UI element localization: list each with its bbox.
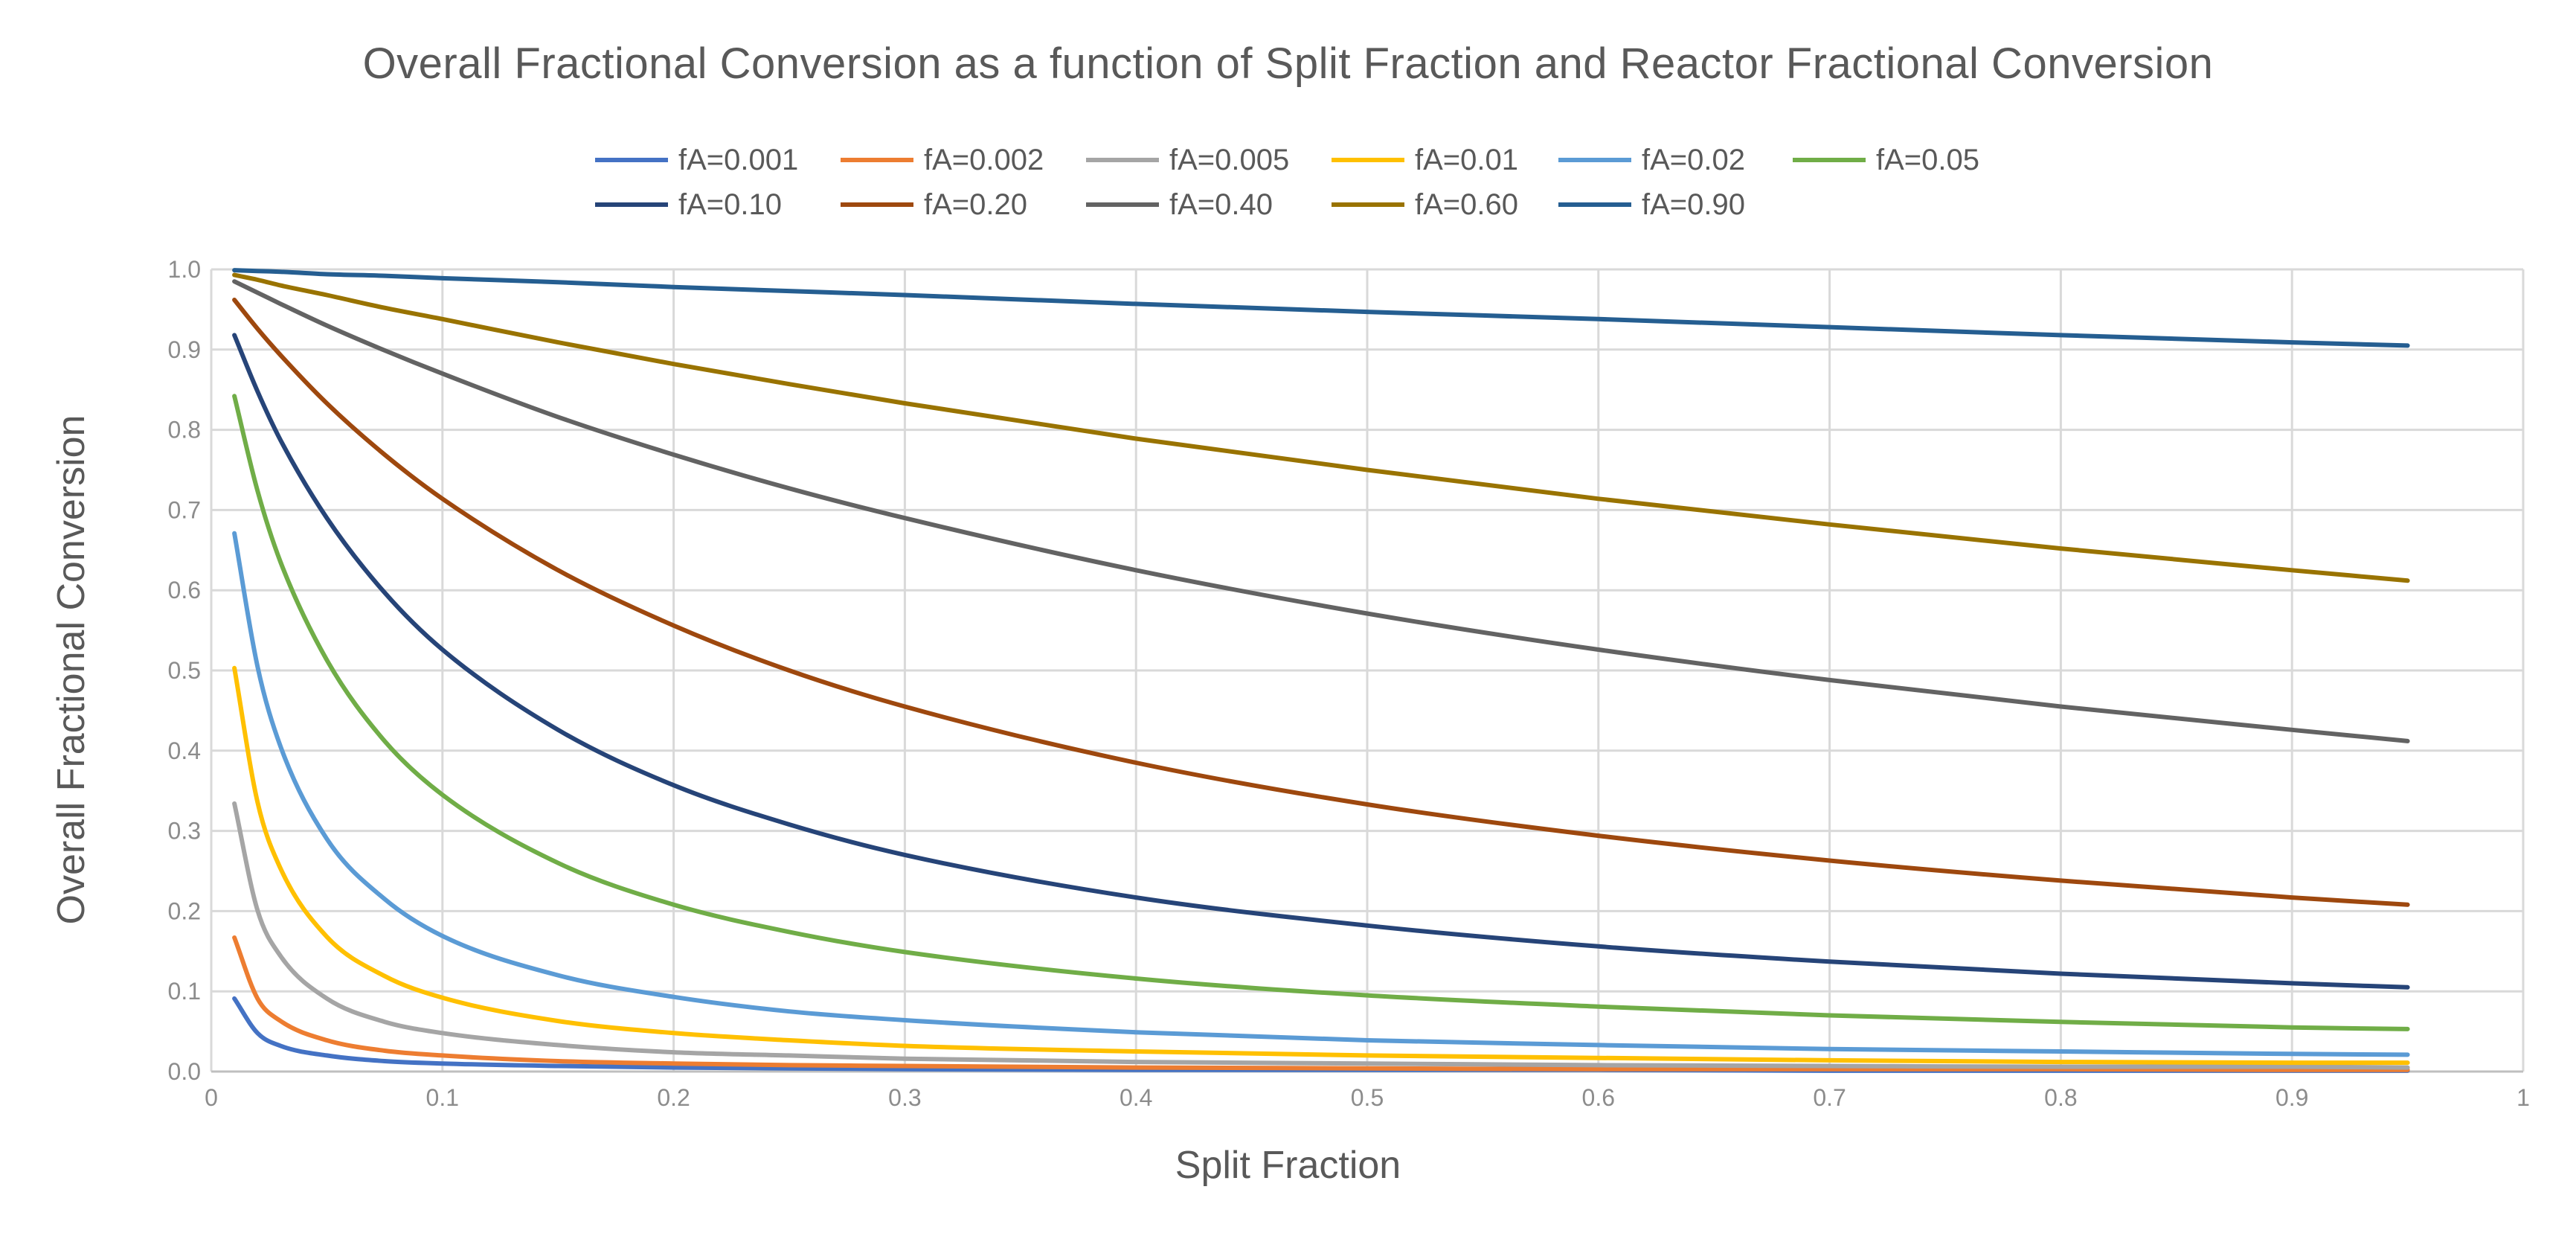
legend-swatch [1086, 158, 1159, 162]
legend-swatch [1558, 202, 1631, 207]
y-tick-label: 0.5 [168, 657, 201, 684]
legend-label: fA=0.01 [1415, 143, 1519, 176]
legend-item-fa-020[interactable]: fA=0.20 [841, 182, 1027, 227]
series-line-fa-0-10 [232, 333, 2410, 990]
legend-item-fa-0005[interactable]: fA=0.005 [1086, 138, 1289, 182]
legend-row-2: fA=0.10 fA=0.20 fA=0.40 fA=0.60 fA=0.90 [595, 182, 2157, 227]
x-tick-label: 0.4 [1120, 1084, 1152, 1111]
x-tick-label: 1 [2516, 1084, 2530, 1111]
legend-label: fA=0.20 [924, 188, 1028, 221]
series-line-fa-0-01 [232, 665, 2410, 1066]
legend-label: fA=0.40 [1169, 188, 1273, 221]
y-tick-label: 0.1 [168, 978, 201, 1005]
x-tick-label: 0.5 [1351, 1084, 1384, 1111]
x-tick-label: 0.8 [2044, 1084, 2077, 1111]
legend-swatch [841, 202, 913, 207]
series-line-fa-0-40 [232, 279, 2410, 743]
series-line-fa-0-002 [232, 935, 2410, 1072]
y-tick-label: 0.3 [168, 818, 201, 845]
legend-item-fa-040[interactable]: fA=0.40 [1086, 182, 1273, 227]
x-tick-label: 0.1 [426, 1084, 459, 1111]
legend-item-fa-0001[interactable]: fA=0.001 [595, 138, 798, 182]
x-tick-label: 0.3 [888, 1084, 921, 1111]
series-line-fa-0-05 [232, 394, 2410, 1031]
legend-label: fA=0.001 [678, 143, 799, 176]
legend-swatch [1086, 202, 1159, 207]
legend-label: fA=0.60 [1415, 188, 1519, 221]
legend-item-fa-0002[interactable]: fA=0.002 [841, 138, 1044, 182]
y-tick-label: 1.0 [168, 256, 201, 283]
legend-swatch [1793, 158, 1866, 162]
legend-item-fa-010[interactable]: fA=0.10 [595, 182, 782, 227]
x-tick-label: 0.6 [1582, 1084, 1615, 1111]
legend-row-1: fA=0.001 fA=0.002 fA=0.005 fA=0.01 fA=0.… [595, 138, 2157, 182]
legend-swatch [1332, 202, 1404, 207]
legend-item-fa-090[interactable]: fA=0.90 [1558, 182, 1745, 227]
legend-item-fa-060[interactable]: fA=0.60 [1332, 182, 1518, 227]
legend-label: fA=0.002 [924, 143, 1044, 176]
legend-label: fA=0.10 [678, 188, 783, 221]
series-line-fa-0-02 [232, 531, 2410, 1057]
legend-label: fA=0.005 [1169, 143, 1290, 176]
y-tick-label: 0.9 [168, 336, 201, 363]
y-axis-title: Overall Fractional Conversion [50, 414, 93, 925]
legend-label: fA=0.02 [1642, 143, 1746, 176]
x-axis-title: Split Fraction [1175, 1144, 1401, 1187]
series-line-fa-0-005 [232, 801, 2410, 1070]
legend-item-fa-001[interactable]: fA=0.01 [1332, 138, 1518, 182]
legend-swatch [595, 202, 668, 207]
series-line-fa-0-60 [232, 272, 2410, 583]
y-tick-label: 0.0 [168, 1058, 201, 1085]
chart-title: Overall Fractional Conversion as a funct… [362, 39, 2214, 88]
series-line-fa-0-90 [232, 268, 2410, 348]
legend-swatch [1558, 158, 1631, 162]
y-tick-label: 0.4 [168, 737, 201, 764]
x-tick-label: 0.2 [657, 1084, 690, 1111]
y-tick-label: 0.2 [168, 897, 201, 924]
y-tick-label: 0.8 [168, 417, 201, 444]
legend-item-fa-005[interactable]: fA=0.05 [1793, 138, 1979, 182]
legend-item-fa-002[interactable]: fA=0.02 [1558, 138, 1745, 182]
series-line-fa-0-20 [232, 298, 2410, 907]
legend-swatch [1332, 158, 1404, 162]
legend-swatch [595, 158, 668, 162]
legend-label: fA=0.90 [1642, 188, 1746, 221]
x-tick-label: 0 [205, 1084, 218, 1111]
x-tick-label: 0.7 [1813, 1084, 1846, 1111]
legend-swatch [841, 158, 913, 162]
legend: fA=0.001 fA=0.002 fA=0.005 fA=0.01 fA=0.… [595, 138, 2157, 227]
legend-label: fA=0.05 [1876, 143, 1980, 176]
y-tick-label: 0.6 [168, 577, 201, 603]
x-tick-label: 0.9 [2275, 1084, 2308, 1111]
y-tick-label: 0.7 [168, 496, 201, 523]
